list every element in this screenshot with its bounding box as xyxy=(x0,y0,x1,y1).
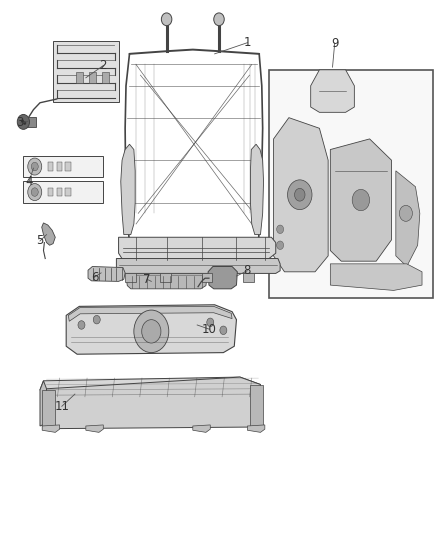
Bar xyxy=(250,384,263,426)
Polygon shape xyxy=(46,377,262,429)
Circle shape xyxy=(17,115,29,130)
Bar xyxy=(22,156,103,177)
Text: 6: 6 xyxy=(91,271,98,284)
Bar xyxy=(48,188,53,196)
Polygon shape xyxy=(208,266,237,289)
Polygon shape xyxy=(117,259,280,273)
Bar xyxy=(42,390,55,429)
Bar xyxy=(53,41,119,102)
Circle shape xyxy=(277,225,284,233)
Circle shape xyxy=(288,180,312,209)
Text: 1: 1 xyxy=(244,36,251,49)
Polygon shape xyxy=(396,171,420,266)
Bar xyxy=(65,188,71,196)
Text: 9: 9 xyxy=(331,37,339,50)
Polygon shape xyxy=(160,273,171,282)
Polygon shape xyxy=(40,377,261,397)
Circle shape xyxy=(28,183,42,200)
Polygon shape xyxy=(88,266,125,281)
Polygon shape xyxy=(193,425,210,432)
Text: 10: 10 xyxy=(202,322,217,336)
Circle shape xyxy=(21,120,24,123)
Text: 7: 7 xyxy=(143,273,151,286)
Circle shape xyxy=(78,321,85,329)
Circle shape xyxy=(277,241,284,249)
Circle shape xyxy=(134,310,169,353)
Circle shape xyxy=(23,122,26,125)
Text: 3: 3 xyxy=(17,117,24,130)
Polygon shape xyxy=(251,144,264,235)
Polygon shape xyxy=(127,275,207,289)
Text: 5: 5 xyxy=(36,235,44,247)
Polygon shape xyxy=(66,305,237,354)
Text: 8: 8 xyxy=(244,264,251,277)
Circle shape xyxy=(207,318,214,327)
Text: 2: 2 xyxy=(99,59,107,72)
Polygon shape xyxy=(247,425,265,432)
Circle shape xyxy=(294,188,305,201)
Bar xyxy=(57,163,62,171)
Polygon shape xyxy=(243,273,254,282)
Polygon shape xyxy=(42,425,60,432)
Bar xyxy=(22,181,103,203)
Polygon shape xyxy=(330,264,422,290)
Text: 11: 11 xyxy=(54,400,69,413)
Bar xyxy=(48,163,53,171)
Bar xyxy=(65,163,71,171)
Bar xyxy=(269,70,433,298)
Circle shape xyxy=(93,316,100,324)
Circle shape xyxy=(399,205,413,221)
Bar xyxy=(102,72,109,83)
Circle shape xyxy=(352,189,370,211)
Circle shape xyxy=(28,158,42,175)
Polygon shape xyxy=(68,306,232,321)
Polygon shape xyxy=(330,139,392,261)
Polygon shape xyxy=(42,223,55,245)
Polygon shape xyxy=(201,273,212,282)
Polygon shape xyxy=(274,118,328,272)
Bar xyxy=(57,188,62,196)
Circle shape xyxy=(161,13,172,26)
Circle shape xyxy=(31,188,38,196)
Polygon shape xyxy=(86,425,103,432)
Circle shape xyxy=(214,13,224,26)
Polygon shape xyxy=(119,237,276,260)
Bar xyxy=(89,72,96,83)
Bar xyxy=(76,72,83,83)
Polygon shape xyxy=(125,273,136,282)
Polygon shape xyxy=(311,70,354,112)
Bar xyxy=(27,117,36,127)
Polygon shape xyxy=(121,144,135,235)
Text: 4: 4 xyxy=(25,175,33,188)
Polygon shape xyxy=(40,381,46,426)
Circle shape xyxy=(31,163,38,171)
Circle shape xyxy=(142,320,161,343)
Circle shape xyxy=(220,326,227,335)
